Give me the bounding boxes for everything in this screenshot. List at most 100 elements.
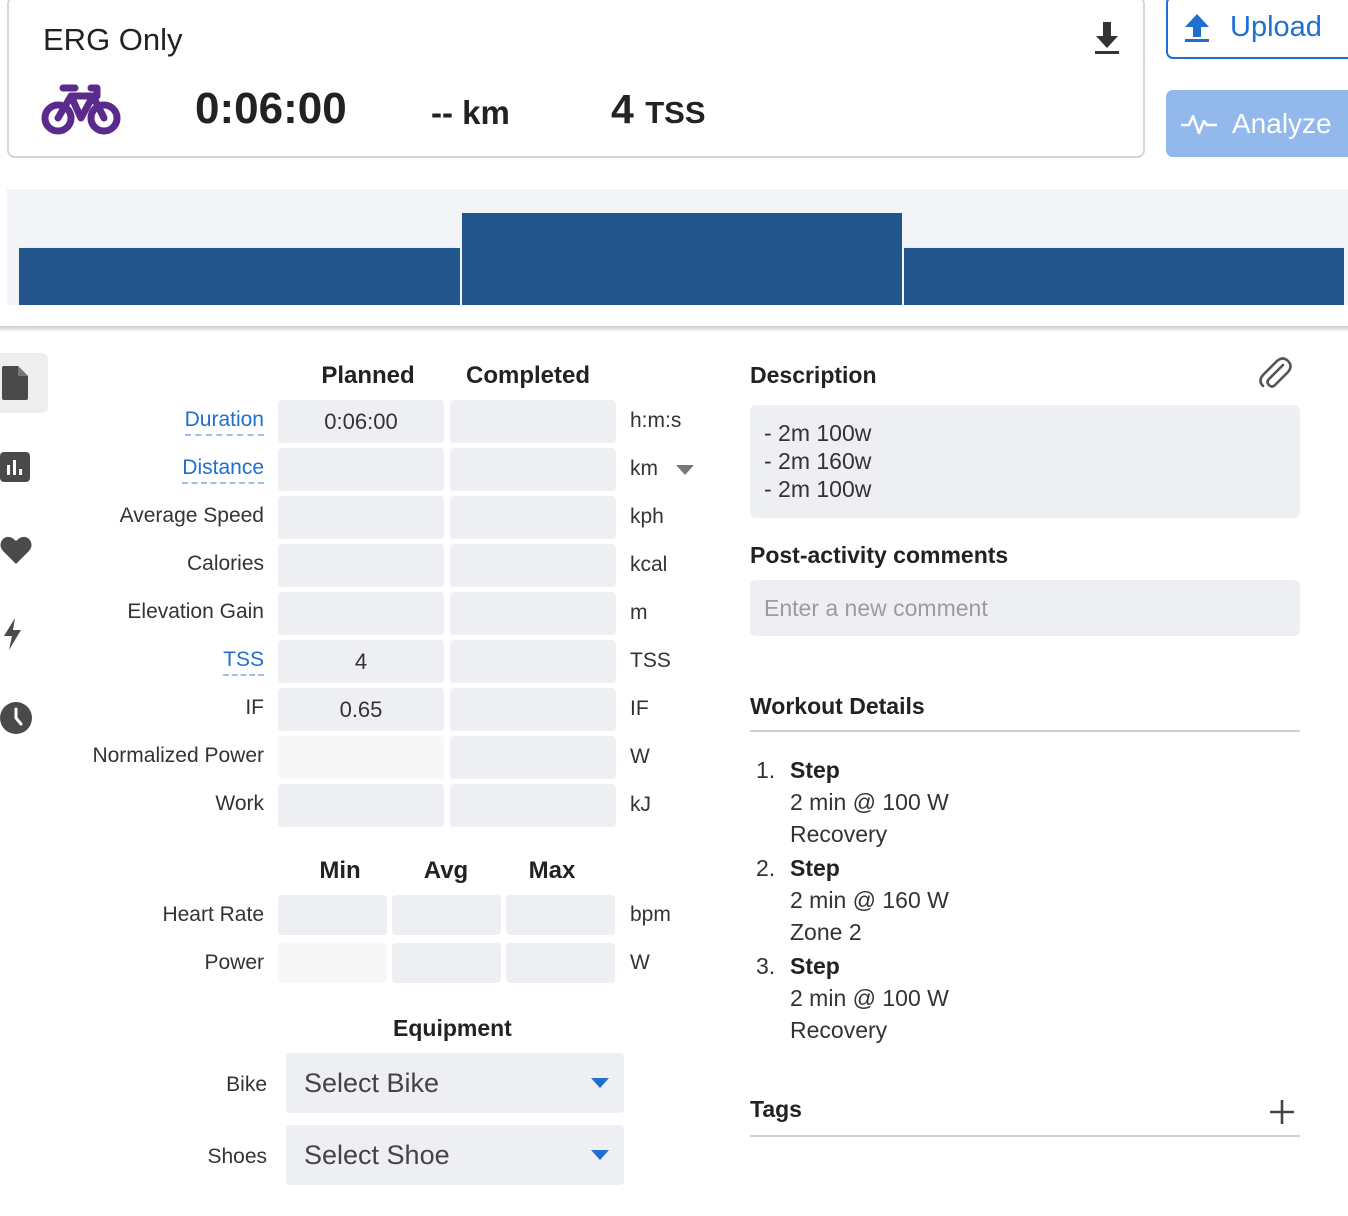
description-box[interactable]: - 2m 100w - 2m 160w - 2m 100w <box>750 405 1300 518</box>
label-work: Work <box>215 792 264 815</box>
label-tss[interactable]: TSS <box>223 648 264 676</box>
download-icon[interactable] <box>1092 20 1122 56</box>
bike-icon <box>41 84 121 135</box>
label-average-speed: Average Speed <box>119 504 264 527</box>
power-max-input[interactable] <box>506 943 615 983</box>
planned-tss-input[interactable]: 4 <box>278 640 444 683</box>
chevron-down-icon <box>591 1078 609 1088</box>
planned-elevation-input[interactable] <box>278 592 444 635</box>
label-distance[interactable]: Distance <box>182 456 264 484</box>
divider <box>750 1135 1300 1137</box>
unit-power: W <box>630 951 650 974</box>
tab-history[interactable] <box>0 688 48 748</box>
unit-calories: kcal <box>630 553 668 576</box>
step-number: 1. <box>756 757 776 783</box>
file-icon <box>2 366 28 400</box>
unit-tss: TSS <box>630 649 671 672</box>
shoes-select-value: Select Shoe <box>304 1139 450 1170</box>
planned-if-input[interactable]: 0.65 <box>278 688 444 731</box>
clock-icon <box>0 702 32 734</box>
unit-elevation: m <box>630 601 648 624</box>
col-header-planned: Planned <box>321 362 415 389</box>
completed-np-input[interactable] <box>450 736 616 779</box>
comments-title: Post-activity comments <box>750 542 1009 568</box>
label-calories: Calories <box>186 552 264 575</box>
completed-tss-input[interactable] <box>450 640 616 683</box>
hr-min-input[interactable] <box>278 895 387 935</box>
planned-duration: 0:06:00 <box>195 84 347 133</box>
unit-work: kJ <box>630 793 651 816</box>
col-header-avg: Avg <box>423 857 469 884</box>
tab-charts[interactable] <box>0 437 48 497</box>
unit-if: IF <box>630 697 649 720</box>
step-detail: 2 min @ 160 W <box>790 887 949 913</box>
divider <box>0 326 1348 332</box>
power-avg-input[interactable] <box>392 943 501 983</box>
step-zone: Zone 2 <box>790 919 862 945</box>
completed-work-input[interactable] <box>450 784 616 827</box>
label-duration[interactable]: Duration <box>184 408 264 436</box>
unit-hr: bpm <box>630 903 671 926</box>
paperclip-icon[interactable] <box>1257 355 1293 391</box>
workout-header-card: ERG Only 0:06:00 -- km 4 TSS <box>7 0 1145 158</box>
completed-distance-input[interactable] <box>450 448 616 491</box>
completed-calories-input[interactable] <box>450 544 616 587</box>
workout-profile-chart <box>7 189 1348 305</box>
pulse-icon <box>1181 114 1217 134</box>
label-power: Power <box>204 951 264 974</box>
tab-summary[interactable] <box>0 353 48 413</box>
step-name: Step <box>790 953 840 979</box>
hr-avg-input[interactable] <box>392 895 501 935</box>
bike-select[interactable]: Select Bike <box>286 1053 624 1113</box>
unit-np: W <box>630 745 650 768</box>
workout-details-title: Workout Details <box>750 693 925 719</box>
hr-max-input[interactable] <box>506 895 615 935</box>
planned-distance-input[interactable] <box>278 448 444 491</box>
description-line: - 2m 100w <box>764 420 872 446</box>
col-header-completed: Completed <box>465 362 590 389</box>
workout-step-bar[interactable] <box>462 213 902 305</box>
label-heart-rate: Heart Rate <box>162 903 264 926</box>
shoes-select[interactable]: Select Shoe <box>286 1125 624 1185</box>
description-line: - 2m 100w <box>764 476 872 502</box>
step-name: Step <box>790 855 840 881</box>
plus-icon[interactable] <box>1268 1098 1296 1126</box>
step-number: 2. <box>756 855 776 881</box>
divider <box>750 730 1300 732</box>
planned-work-input[interactable] <box>278 784 444 827</box>
planned-calories-input[interactable] <box>278 544 444 587</box>
completed-if-input[interactable] <box>450 688 616 731</box>
workout-profile-svg <box>19 213 1344 305</box>
step-number: 3. <box>756 953 776 979</box>
tab-heart-rate[interactable] <box>0 520 48 580</box>
label-normalized-power: Normalized Power <box>92 744 264 767</box>
lightning-icon <box>4 618 21 650</box>
equipment-title: Equipment <box>393 1015 512 1041</box>
label-elevation-gain: Elevation Gain <box>127 600 264 623</box>
description-line: - 2m 160w <box>764 448 872 474</box>
chevron-down-icon <box>591 1150 609 1160</box>
workout-step-bar[interactable] <box>19 247 460 305</box>
step-name: Step <box>790 757 840 783</box>
workout-step-bar[interactable] <box>904 247 1344 305</box>
description-title: Description <box>750 362 877 388</box>
step-detail: 2 min @ 100 W <box>790 985 949 1011</box>
heart-icon <box>0 536 32 564</box>
tags-title: Tags <box>750 1096 802 1122</box>
upload-button[interactable]: Upload <box>1166 0 1348 59</box>
planned-tss: 4 TSS <box>611 86 706 133</box>
unit-duration: h:m:s <box>630 409 682 432</box>
analyze-button[interactable]: Analyze <box>1166 90 1348 157</box>
planned-np-input <box>278 736 444 779</box>
comment-input[interactable] <box>750 580 1300 636</box>
bike-select-value: Select Bike <box>304 1067 440 1098</box>
unit-distance[interactable]: km <box>630 457 658 480</box>
completed-speed-input[interactable] <box>450 496 616 539</box>
planned-speed-input[interactable] <box>278 496 444 539</box>
planned-duration-input[interactable]: 0:06:00 <box>278 400 444 443</box>
completed-elevation-input[interactable] <box>450 592 616 635</box>
tab-power[interactable] <box>0 604 48 664</box>
distance-unit-caret-icon[interactable] <box>676 465 694 475</box>
completed-duration-input[interactable] <box>450 400 616 443</box>
tss-value: 4 <box>611 86 634 132</box>
